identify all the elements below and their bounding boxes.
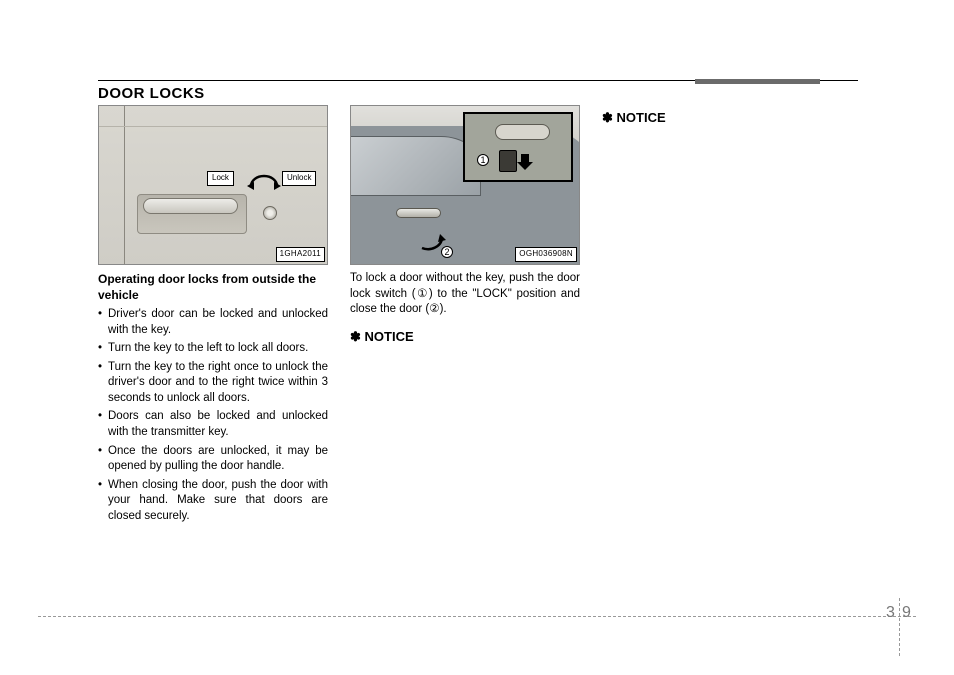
column-2: 1 2 OGH036908N To lock a door without th… xyxy=(350,105,580,527)
inset-lock-switch xyxy=(499,150,517,172)
door-seam-vertical xyxy=(124,106,125,264)
figure-code: 1GHA2011 xyxy=(276,247,325,262)
columns: Lock Unlock 1GHA2011 Operating door lock… xyxy=(98,105,858,527)
page-content: DOOR LOCKS Lock Unlock 1GHA2011 Oper xyxy=(98,80,858,527)
lock-label: Lock xyxy=(207,171,234,186)
notice-heading: NOTICE xyxy=(350,328,580,346)
figure-door-lock-switch: 1 2 OGH036908N xyxy=(350,105,580,265)
figure-door-handle-exterior: Lock Unlock 1GHA2011 xyxy=(98,105,328,265)
page-page-number: 9 xyxy=(899,604,915,622)
list-item: Turn the key to the left to lock all doo… xyxy=(98,341,328,357)
figure-code: OGH036908N xyxy=(515,247,577,262)
top-accent-bar xyxy=(695,79,820,84)
door-seam-horizontal xyxy=(99,126,327,127)
inset-interior-handle xyxy=(495,124,550,140)
list-item: Turn the key to the right once to unlock… xyxy=(98,360,328,407)
list-item: Doors can also be locked and unlocked wi… xyxy=(98,409,328,440)
top-rule xyxy=(98,80,858,81)
page-number-separator xyxy=(899,598,900,656)
door-handle-bar xyxy=(143,198,238,214)
push-down-arrow-icon xyxy=(517,154,535,172)
notice-heading: NOTICE xyxy=(602,109,832,127)
column-3: NOTICE xyxy=(602,105,832,527)
subheading: Operating door locks from outside the ve… xyxy=(98,271,328,303)
inset-panel: 1 xyxy=(463,112,573,182)
callout-1-icon: 1 xyxy=(477,154,489,166)
list-item: Driver's door can be locked and unlocked… xyxy=(98,307,328,338)
exterior-door-handle xyxy=(396,208,441,218)
key-cylinder-icon xyxy=(263,206,277,220)
lock-unlock-arrow-icon xyxy=(247,172,281,190)
list-item: Once the doors are unlocked, it may be o… xyxy=(98,444,328,475)
list-item: When closing the door, push the door wit… xyxy=(98,478,328,525)
car-window xyxy=(350,136,481,196)
section-title: DOOR LOCKS xyxy=(98,85,858,102)
callout-2-icon: 2 xyxy=(441,246,453,258)
page-section-number: 3 xyxy=(883,604,899,622)
unlock-label: Unlock xyxy=(282,171,316,186)
bullet-list: Driver's door can be locked and unlocked… xyxy=(98,307,328,524)
column-1: Lock Unlock 1GHA2011 Operating door lock… xyxy=(98,105,328,527)
paragraph: To lock a door without the key, push the… xyxy=(350,271,580,318)
page-number: 39 xyxy=(881,604,916,622)
footer-rule xyxy=(38,616,916,617)
